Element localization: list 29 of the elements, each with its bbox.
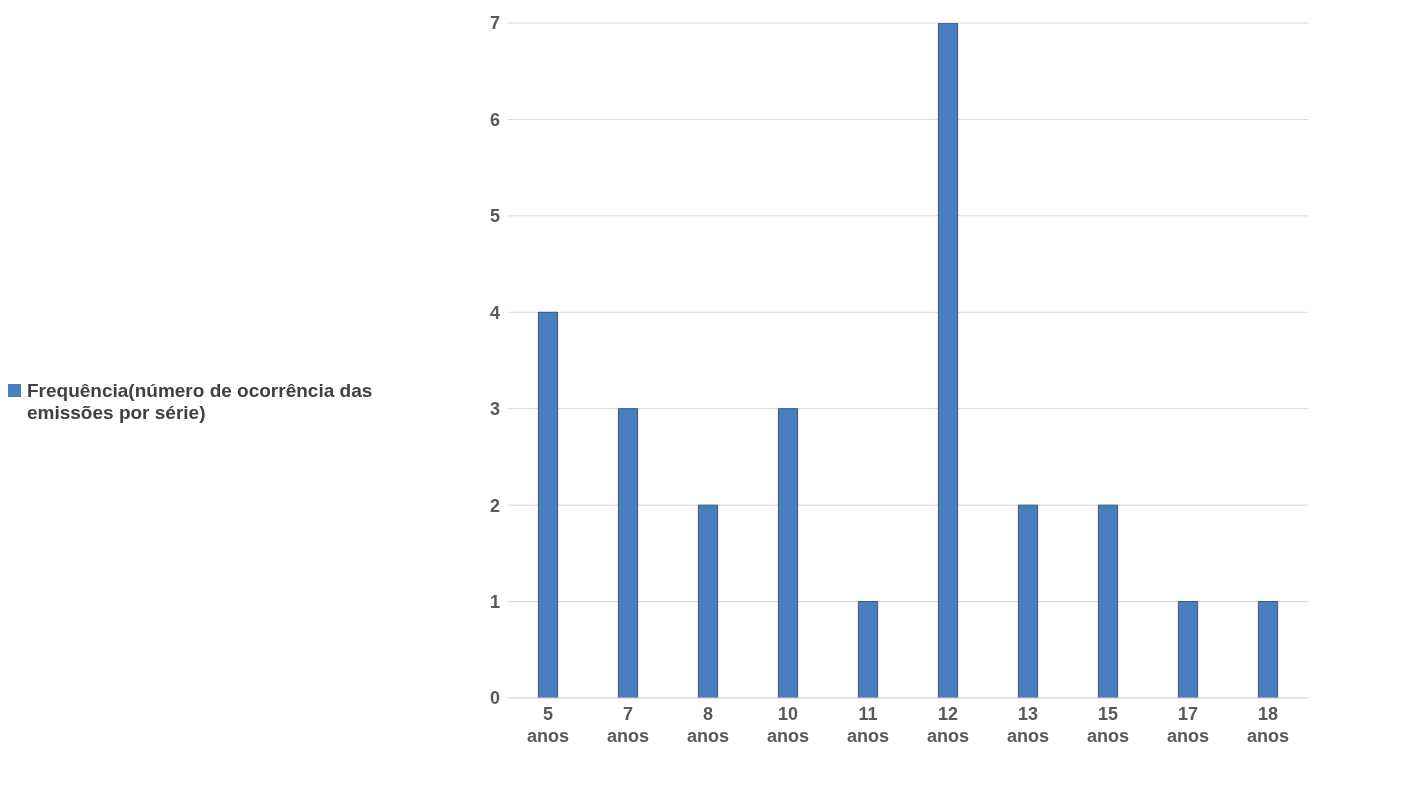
y-tick-label: 5 [489,206,500,227]
bar [617,408,639,698]
legend-label: Frequência(número de ocorrência das emissões por série) [27,380,374,424]
bar [937,23,959,698]
x-tick-label: 15 anos [1086,704,1130,746]
bar [1177,601,1199,698]
x-tick-label: 13 anos [1006,704,1050,746]
x-tick-label: 7 anos [606,704,650,746]
bar [697,504,719,698]
x-tick-label: 12 anos [926,704,970,746]
y-tick-label: 3 [489,399,500,420]
x-tick-label: 11 anos [846,704,890,746]
x-tick-label: 18 anos [1246,704,1290,746]
x-tick-label: 5 anos [526,704,570,746]
bar [1097,504,1119,698]
bar [537,311,559,698]
y-tick-label: 0 [489,688,500,709]
y-tick-label: 4 [489,302,500,323]
x-tick-label: 10 anos [766,704,810,746]
y-tick-label: 6 [489,109,500,130]
bar [857,601,879,698]
x-tick-label: 8 anos [686,704,730,746]
bar [777,408,799,698]
bar [1017,504,1039,698]
bar [1257,601,1279,698]
x-tick-label: 17 anos [1166,704,1210,746]
y-tick-label: 1 [489,591,500,612]
y-tick-label: 7 [489,13,500,34]
y-tick-label: 2 [489,495,500,516]
